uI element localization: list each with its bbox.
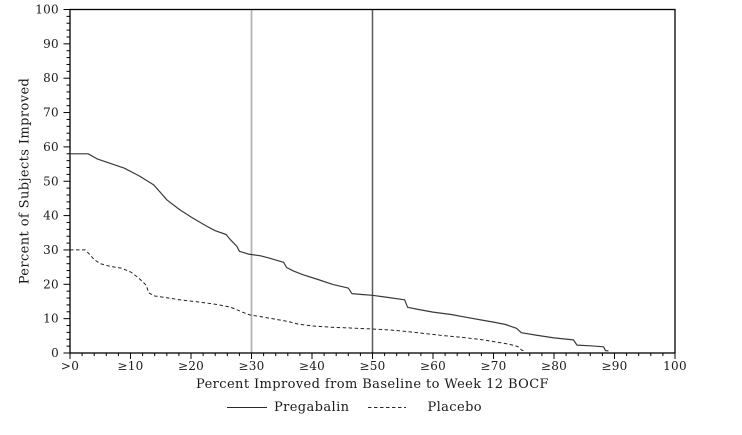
- x-tick-label: ≥70: [480, 359, 506, 373]
- x-tick-label: ≥10: [117, 359, 143, 373]
- x-tick-label: ≥60: [420, 359, 446, 373]
- y-tick-label: 100: [35, 3, 59, 17]
- x-tick-label: ≥20: [178, 359, 204, 373]
- series-placebo: [70, 249, 526, 352]
- y-tick-label: 90: [43, 37, 59, 51]
- y-tick-label: 50: [43, 174, 59, 188]
- y-tick-label: 80: [43, 71, 59, 85]
- x-tick-label: ≥50: [359, 359, 385, 373]
- legend-label-placebo: Placebo: [427, 400, 483, 415]
- x-tick-label: ≥40: [299, 359, 325, 373]
- x-tick-label: ≥80: [541, 359, 567, 373]
- legend-label-pregabalin: Pregabalin: [273, 400, 350, 415]
- legend-solid-line-icon: [226, 407, 267, 408]
- series-pregabalin: [70, 153, 609, 352]
- y-tick-label: 10: [43, 312, 59, 326]
- y-tick-label: 30: [43, 243, 59, 257]
- x-axis-title: Percent Improved from Baseline to Week 1…: [196, 377, 549, 392]
- x-tick-label: 100: [663, 359, 687, 373]
- legend: Pregabalin Placebo: [52, 400, 657, 415]
- y-tick-label: 60: [43, 140, 59, 154]
- y-axis-title: Percent of Subjects Improved: [17, 77, 33, 285]
- x-tick-label: >0: [61, 359, 79, 373]
- x-tick-label: ≥30: [238, 359, 264, 373]
- y-tick-label: 40: [43, 209, 59, 223]
- x-tick-label: ≥90: [601, 359, 627, 373]
- y-tick-label: 70: [43, 106, 59, 120]
- legend-dashed-line-icon: [368, 406, 407, 409]
- y-tick-label: 0: [51, 346, 59, 360]
- y-tick-label: 20: [43, 277, 59, 291]
